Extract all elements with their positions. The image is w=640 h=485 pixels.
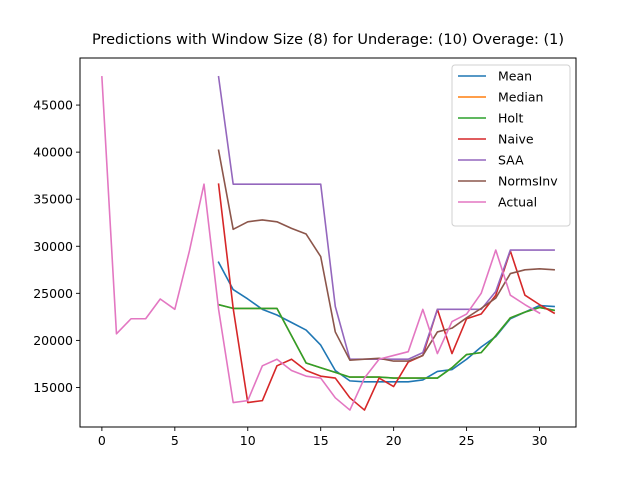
x-tick-label: 5	[171, 433, 179, 448]
legend-label-normsinv: NormsInv	[498, 174, 558, 189]
axes-frame	[79, 57, 577, 428]
y-tick-label: 15000	[33, 380, 73, 395]
legend-label-naive: Naive	[498, 132, 534, 147]
y-tick-label: 25000	[33, 286, 73, 301]
x-tick-label: 20	[386, 433, 402, 448]
legend-label-actual: Actual	[498, 195, 537, 210]
x-axis: 0 5 10 15 20 25 30	[98, 427, 548, 448]
legend-label-mean: Mean	[498, 69, 532, 84]
y-tick-label: 20000	[33, 333, 73, 348]
x-tick-label: 10	[240, 433, 256, 448]
series-line-holt	[217, 303, 556, 379]
legend-box	[451, 64, 571, 227]
x-tick-label: 15	[313, 433, 329, 448]
y-tick-label: 45000	[33, 98, 73, 113]
chart-title: Predictions with Window Size (8) for Und…	[91, 32, 565, 48]
legend-label-median: Median	[498, 90, 543, 105]
x-tick-label: 0	[98, 433, 106, 448]
series-line-actual	[101, 75, 541, 411]
legend: Mean Median Holt Naive SAA NormsInv Actual	[451, 64, 571, 227]
legend-label-holt: Holt	[498, 111, 524, 126]
y-tick-label: 35000	[33, 192, 73, 207]
series-line-mean	[217, 261, 555, 383]
x-tick-label: 25	[459, 433, 475, 448]
x-tick-label: 30	[532, 433, 548, 448]
y-axis: 15000 20000 25000 30000 35000 40000 45000	[33, 98, 80, 395]
series-line-normsinv	[217, 149, 555, 362]
series-line-naive	[217, 183, 556, 411]
series-line-median	[217, 303, 556, 379]
series-lines	[101, 75, 556, 411]
y-tick-label: 30000	[33, 239, 73, 254]
legend-label-saa: SAA	[498, 153, 524, 168]
y-tick-label: 40000	[33, 145, 73, 160]
